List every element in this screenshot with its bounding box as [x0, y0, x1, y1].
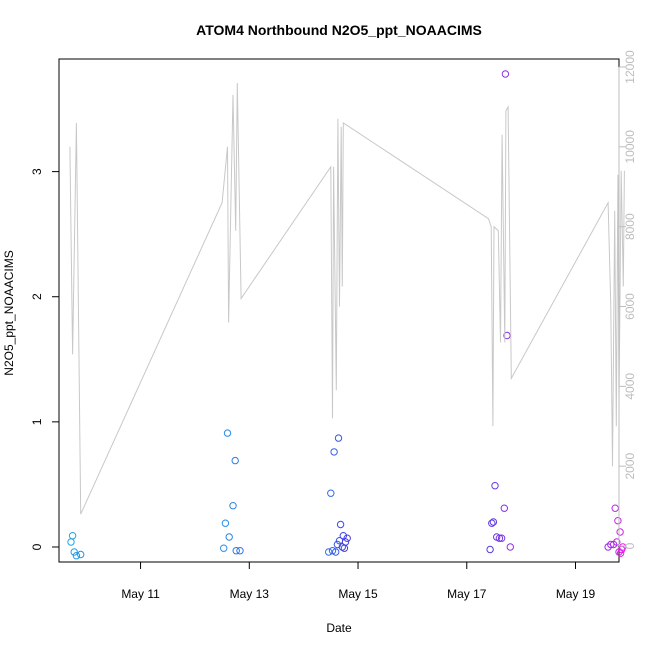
- data-point: [332, 548, 340, 556]
- data-point: [334, 434, 343, 442]
- data-point: [619, 543, 627, 551]
- data-point: [501, 70, 510, 78]
- x-tick-label: May 19: [556, 587, 596, 601]
- data-point: [489, 518, 498, 526]
- data-point: [70, 548, 78, 556]
- data-point: [67, 538, 75, 546]
- y2-tick-label: 8000: [623, 213, 637, 240]
- data-point: [611, 504, 619, 512]
- data-point: [503, 331, 511, 340]
- y-tick-label: 3: [30, 168, 44, 175]
- axis-layer: May 11 May 13 May 15 May 17 May 19 0 1 2 3 0 2000 4…: [30, 50, 637, 601]
- y2-tick-label: 4000: [623, 373, 637, 400]
- y-tick-label: 1: [30, 418, 44, 425]
- data-point: [72, 552, 81, 560]
- y2-tick-label: 12000: [623, 50, 637, 84]
- x-tick-label: May 17: [447, 587, 487, 601]
- data-point: [330, 448, 338, 456]
- data-point: [506, 543, 514, 551]
- y2-tick-label: 0: [623, 542, 637, 549]
- y2-tick-label: 2000: [623, 453, 637, 480]
- data-point: [336, 520, 345, 529]
- data-point: [339, 532, 347, 540]
- y2-tick-label: 10000: [623, 130, 637, 164]
- chart-title: ATOM4 Northbound N2O5_ppt_NOAACIMS: [196, 22, 482, 38]
- data-point: [497, 534, 506, 542]
- data-point: [613, 538, 621, 546]
- x-tick-label: May 15: [338, 587, 378, 601]
- y-tick-label: 2: [30, 293, 44, 300]
- data-point: [77, 550, 85, 559]
- data-point: [614, 517, 622, 525]
- data-point: [236, 547, 244, 555]
- data-point: [616, 549, 625, 557]
- data-point: [607, 540, 615, 549]
- data-point: [340, 544, 349, 552]
- y2-tick-label: 6000: [623, 293, 637, 320]
- data-point: [231, 456, 239, 465]
- x-tick-label: May 11: [121, 587, 160, 601]
- y-tick-label: 0: [30, 543, 44, 550]
- x-axis-label: Date: [326, 621, 352, 635]
- data-point: [229, 502, 237, 510]
- series-layer: [67, 70, 627, 560]
- data-point: [491, 482, 499, 490]
- data-point: [486, 545, 494, 554]
- series-line: [69, 82, 625, 515]
- data-point: [220, 544, 228, 552]
- data-point: [343, 534, 351, 542]
- data-point: [223, 429, 232, 437]
- data-point: [341, 538, 350, 546]
- data-point: [225, 533, 233, 541]
- x-tick-label: May 13: [230, 587, 270, 601]
- data-point: [232, 547, 240, 555]
- data-point: [327, 489, 335, 497]
- data-point: [68, 532, 77, 540]
- plot-frame: [58, 58, 620, 563]
- data-point: [616, 528, 624, 536]
- data-point: [488, 519, 496, 527]
- data-point: [495, 534, 504, 542]
- y-axis-label: N2O5_ppt_NOAACIMS: [2, 250, 16, 375]
- data-point: [500, 504, 508, 512]
- data-point: [325, 548, 333, 556]
- data-point: [221, 519, 230, 527]
- data-point: [328, 547, 337, 555]
